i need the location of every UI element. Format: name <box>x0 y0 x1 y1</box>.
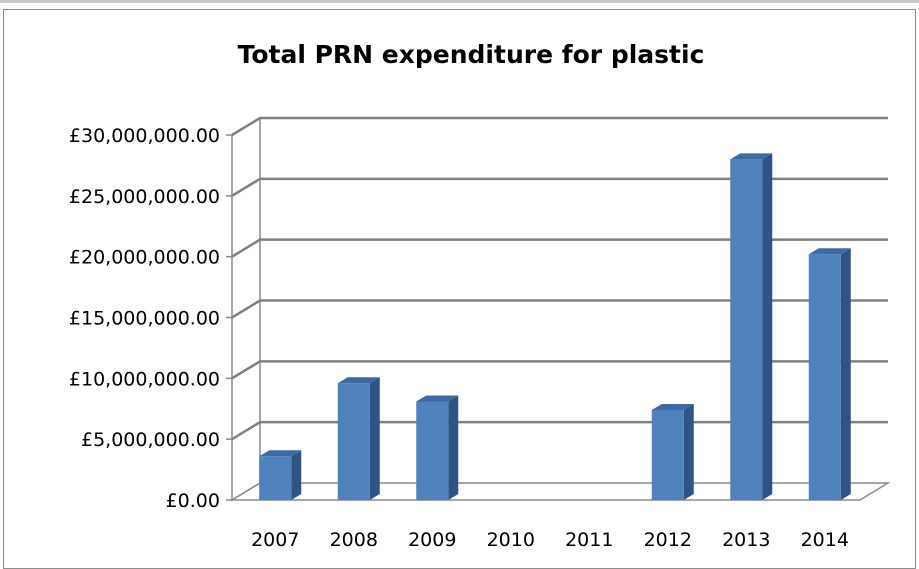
bar-side <box>762 153 773 501</box>
bar-side <box>448 395 459 500</box>
x-tick-label: 2012 <box>644 529 692 551</box>
x-tick-label: 2010 <box>487 529 535 551</box>
chart-walls <box>229 116 891 502</box>
x-tick-label: 2011 <box>565 529 613 551</box>
y-tick-label: £30,000,000.00 <box>69 125 220 147</box>
y-tick-label: £20,000,000.00 <box>69 247 220 269</box>
bar <box>259 450 302 500</box>
bar-front <box>259 456 292 500</box>
x-tick-label: 2014 <box>801 529 849 551</box>
bars <box>259 153 851 501</box>
gridline <box>231 360 888 380</box>
y-tick-label: £5,000,000.00 <box>81 429 220 451</box>
gridline <box>231 420 888 441</box>
bar <box>337 377 380 500</box>
bar-side <box>840 248 851 500</box>
bar <box>651 403 694 500</box>
gridline <box>231 238 888 258</box>
y-axis-tick-labels: £0.00 £5,000,000.00 £10,000,000.00 £15,000,… <box>69 125 220 512</box>
window-top-edge <box>0 0 919 3</box>
bar-front <box>730 159 763 501</box>
floor <box>229 482 891 501</box>
y-tick-label: £10,000,000.00 <box>69 368 220 390</box>
x-tick-label: 2007 <box>251 529 299 551</box>
bar <box>808 248 851 500</box>
chart-title: Total PRN expenditure for plastic <box>238 40 705 69</box>
gridline <box>231 299 888 319</box>
bar-front <box>337 383 370 500</box>
bar-top <box>730 153 773 160</box>
x-tick-label: 2008 <box>330 529 378 551</box>
gridline <box>231 177 888 197</box>
bar <box>416 395 459 500</box>
x-tick-label: 2013 <box>722 529 770 551</box>
bar-top <box>808 248 851 255</box>
x-axis-tick-labels: 2007 2008 2009 2010 2011 2012 2013 2014 <box>251 529 849 551</box>
bar-side <box>369 377 380 500</box>
bar-side <box>683 403 694 500</box>
bar-top <box>651 403 694 410</box>
bar-top <box>259 450 302 457</box>
y-tick-label: £0.00 <box>166 490 220 512</box>
bar-front <box>416 401 449 500</box>
x-tick-label: 2009 <box>408 529 456 551</box>
bar-front <box>808 254 841 500</box>
bar-top <box>416 395 459 402</box>
gridline <box>231 116 888 137</box>
gridlines <box>226 116 888 501</box>
bar <box>730 153 773 501</box>
bar-side <box>291 450 302 500</box>
bar-front <box>651 409 684 500</box>
bar-top <box>337 377 380 384</box>
y-tick-label: £15,000,000.00 <box>69 308 220 330</box>
y-tick-label: £25,000,000.00 <box>69 186 220 208</box>
